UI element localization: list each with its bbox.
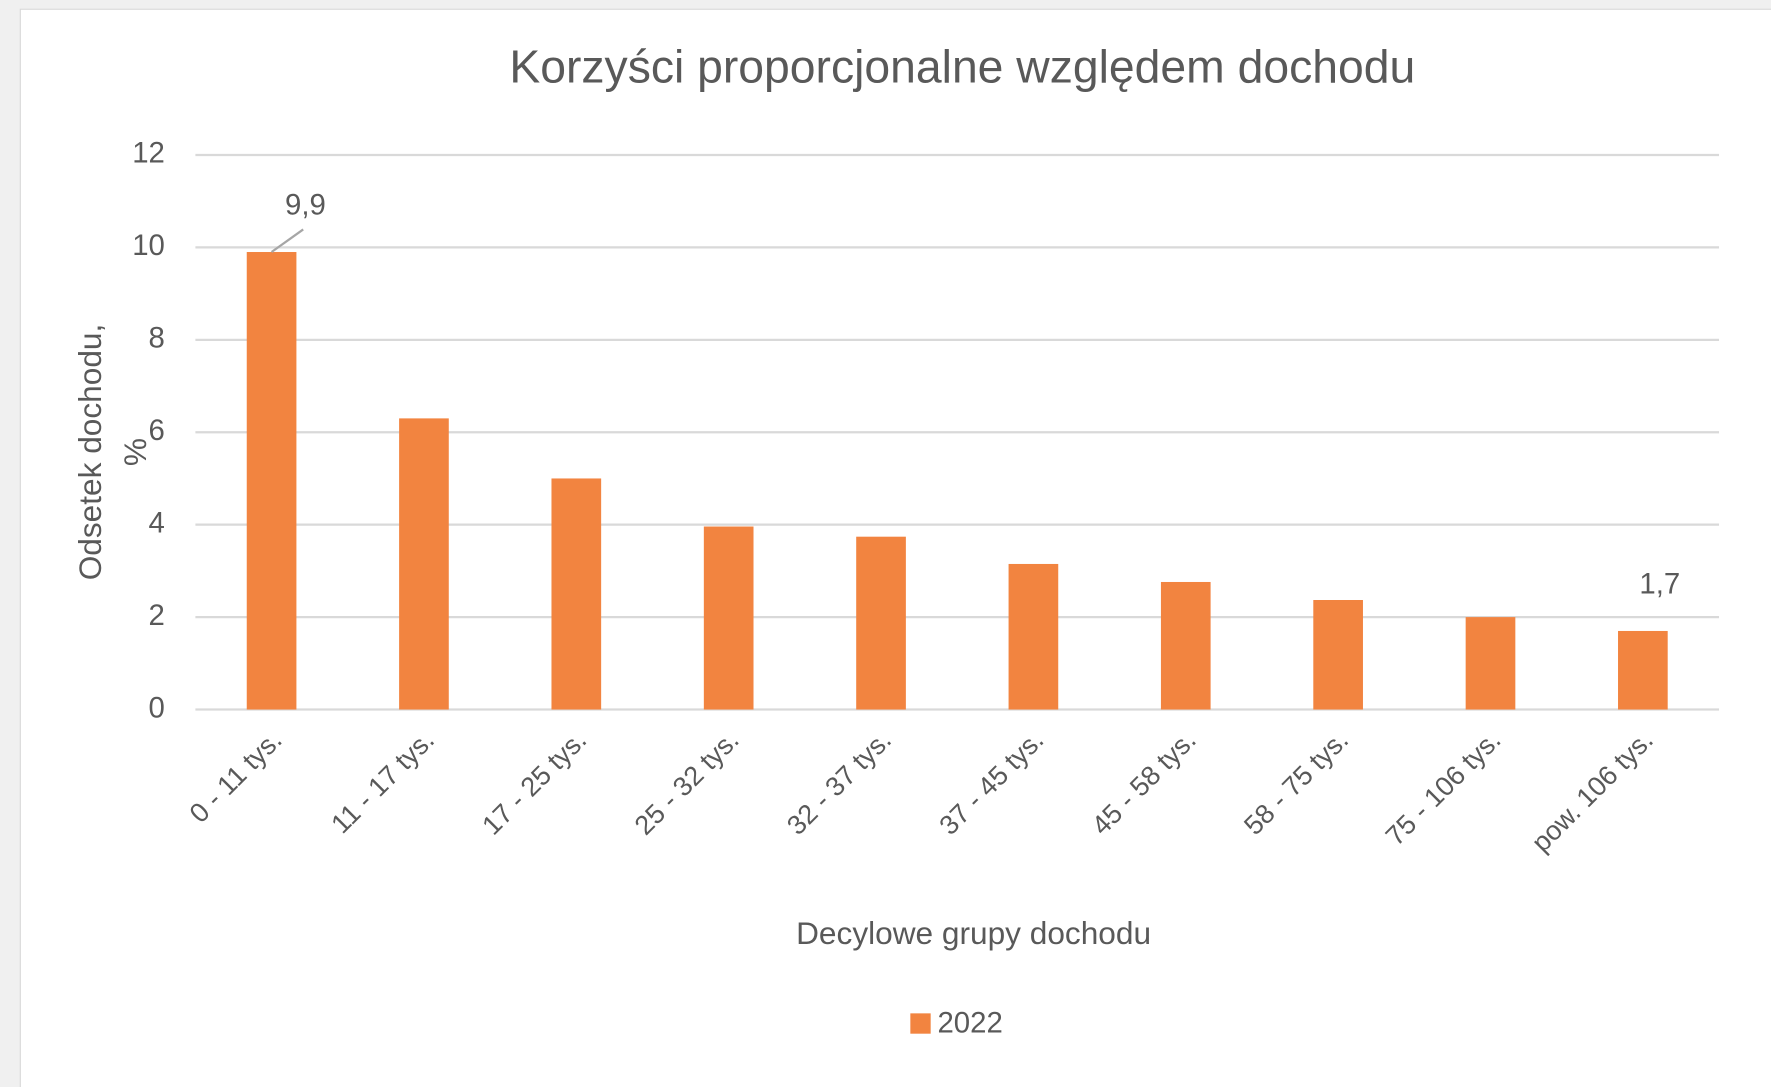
y-tick-label: 6 [149,414,165,447]
bar [1465,617,1516,710]
data-label: 1,7 [1639,568,1680,601]
y-tick-label: 12 [132,137,165,170]
data-label: 9,9 [285,189,326,222]
x-axis-label: Decylowe grupy dochodu [796,915,1151,951]
y-tick-label: 0 [149,691,165,724]
chart-title: Korzyści proporcjonalne względem dochodu [509,40,1415,92]
bar [246,252,297,710]
y-tick-label: 8 [149,322,165,355]
bar [1313,600,1363,710]
bar [551,478,602,710]
bar [1618,630,1668,710]
legend-swatch [910,1013,931,1034]
y-tick-label: 4 [149,506,165,539]
bar [856,536,906,710]
bar [703,526,754,710]
y-axis-label: Odsetek dochodu, [72,324,108,581]
y-tick-label: 10 [132,229,165,262]
bar [1008,563,1059,710]
bar [1160,581,1211,710]
legend-label: 2022 [937,1006,1002,1039]
leader-line [270,228,304,253]
bar [399,418,449,710]
y-axis-label: % [117,438,153,466]
y-tick-label: 2 [149,599,165,632]
